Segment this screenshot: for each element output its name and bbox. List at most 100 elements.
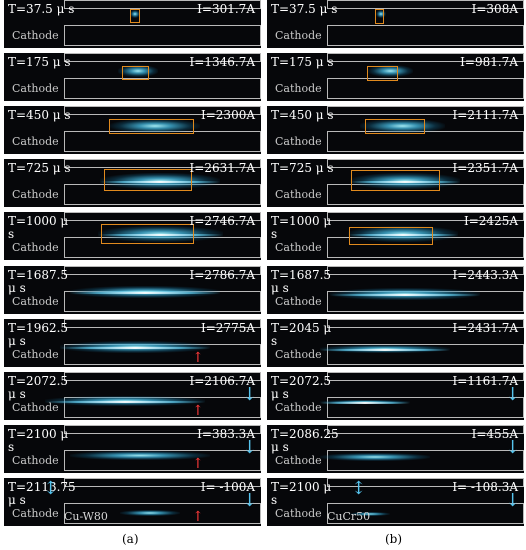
anode-outline — [327, 266, 524, 275]
anode-outline — [64, 159, 261, 168]
cathode-spots — [60, 347, 210, 349]
frame-a-9: T=2100 μ s I=383.3A Cathode ↑ ↓ — [4, 425, 261, 473]
frame-b-5: T=1000 μ s I=2425A Cathode — [267, 212, 524, 260]
current-label: I=2431.7A — [452, 321, 518, 335]
caption-b: (b) — [385, 532, 403, 546]
cathode-label: Cathode — [12, 295, 59, 308]
time-label: T=450 μ s — [8, 108, 71, 122]
gap-arrow: ↕ — [43, 478, 59, 499]
gap-arrow: ↕ — [351, 478, 367, 499]
frame-a-1: T=37.5 μ s I=301.7A Cathode — [4, 0, 261, 48]
cathode-label: Cathode — [12, 348, 59, 361]
plasma-glow — [110, 119, 200, 133]
anode-outline — [64, 212, 261, 221]
highlight-box — [351, 170, 440, 191]
frame-b-3: T=450 μ s I=2111.7A Cathode — [267, 106, 524, 154]
current-label: I=2425A — [464, 214, 518, 228]
cathode-label: Cathode — [275, 401, 322, 414]
highlight-box — [349, 227, 433, 245]
time-label: T=1687.5 μ s — [271, 268, 332, 295]
cathode-label: Cathode — [275, 507, 322, 520]
current-label: I=308A — [471, 2, 518, 16]
cathode-label: Cathode — [12, 82, 59, 95]
current-label: I=2300A — [201, 108, 255, 122]
highlight-box — [375, 9, 384, 24]
frame-a-3: T=450 μ s I=2300A Cathode — [4, 106, 261, 154]
cathode-label: Cathode — [275, 135, 322, 148]
time-label: T=2072.5 μ s — [271, 374, 332, 401]
plasma-glow — [360, 119, 445, 133]
anode-outline — [64, 425, 261, 434]
time-label: T=2072.5 μ s — [8, 374, 69, 401]
cathode-outline — [64, 131, 261, 152]
cathode-spots — [45, 401, 205, 403]
time-label: T=175 μ s — [8, 55, 71, 69]
time-label: T=1000 μ s — [8, 214, 69, 241]
time-label: T=175 μ s — [271, 55, 334, 69]
plasma-glow — [70, 451, 210, 460]
current-decrease-arrow: ↓ — [242, 384, 258, 405]
anode-outline — [327, 372, 524, 381]
cathode-label: Cathode — [12, 454, 59, 467]
current-label: I=455A — [471, 427, 518, 441]
anode-outline — [327, 106, 524, 115]
current-label: I=2746.7A — [189, 214, 255, 228]
anode-outline — [327, 159, 524, 168]
anode-outline — [327, 478, 524, 487]
cathode-outline — [327, 78, 524, 99]
anode-outline — [327, 319, 524, 328]
cathode-label: Cathode — [12, 401, 59, 414]
anode-outline — [64, 478, 261, 487]
plasma-glow — [320, 453, 430, 461]
plasma-glow — [350, 512, 390, 516]
cathode-label: Cathode — [12, 241, 59, 254]
current-label: I=1161.7A — [452, 374, 518, 388]
cathode-label: Cathode — [12, 507, 59, 520]
arc-root-marker: ↑ — [192, 509, 204, 525]
cathode-spots — [348, 234, 458, 236]
cathode-outline — [327, 131, 524, 152]
highlight-box — [109, 119, 194, 134]
arc-root-marker: ↑ — [192, 456, 204, 472]
highlight-box — [104, 169, 192, 191]
highlight-box — [130, 9, 140, 23]
cathode-label: Cathode — [275, 295, 322, 308]
cathode-outline — [64, 503, 261, 524]
arc-root-marker: ↑ — [192, 350, 204, 366]
frame-a-7: T=1962.5 μ s I=2775A Cathode ↑ — [4, 319, 261, 367]
cathode-label: Cathode — [275, 241, 322, 254]
anode-outline — [64, 372, 261, 381]
current-decrease-arrow: ↓ — [505, 437, 521, 458]
anode-outline — [327, 425, 524, 434]
time-label: T=37.5 μ s — [8, 2, 75, 16]
time-label: T=1962.5 μ s — [8, 321, 69, 348]
anode-outline — [64, 319, 261, 328]
current-label: I=2775A — [201, 321, 255, 335]
frame-a-8: T=2072.5 μ s I=2106.7A Cathode ↑ ↓ — [4, 372, 261, 420]
cathode-label: Cathode — [275, 348, 322, 361]
time-label: T=2086.25 μ s — [271, 427, 339, 454]
anode-outline — [64, 53, 261, 62]
cathode-outline — [64, 25, 261, 46]
anode-outline — [64, 266, 261, 275]
highlight-box — [122, 66, 149, 80]
sample-label: Cu-W80 — [64, 510, 108, 523]
highlight-box — [365, 119, 425, 134]
cathode-outline — [327, 397, 524, 418]
cathode-outline — [64, 450, 261, 471]
current-label: I=2351.7A — [452, 161, 518, 175]
sample-label: CuCr50 — [327, 510, 371, 523]
frame-b-7: T=2045 μ s I=2431.7A Cathode — [267, 319, 524, 367]
cathode-label: Cathode — [12, 29, 59, 42]
frame-a-4: T=725 μ s I=2631.7A Cathode — [4, 159, 261, 207]
anode-outline — [327, 212, 524, 221]
cathode-spots — [98, 234, 223, 236]
frame-b-6: T=1687.5 μ s I=2443.3A Cathode — [267, 266, 524, 314]
cathode-outline — [327, 25, 524, 46]
current-label: I=2786.7A — [189, 268, 255, 282]
time-label: T=1000 μ s — [271, 214, 332, 241]
time-label: T=2045 μ s — [271, 321, 332, 348]
plasma-glow — [120, 510, 180, 516]
current-label: I= -108.3A — [452, 480, 518, 494]
cathode-spots — [350, 181, 460, 183]
